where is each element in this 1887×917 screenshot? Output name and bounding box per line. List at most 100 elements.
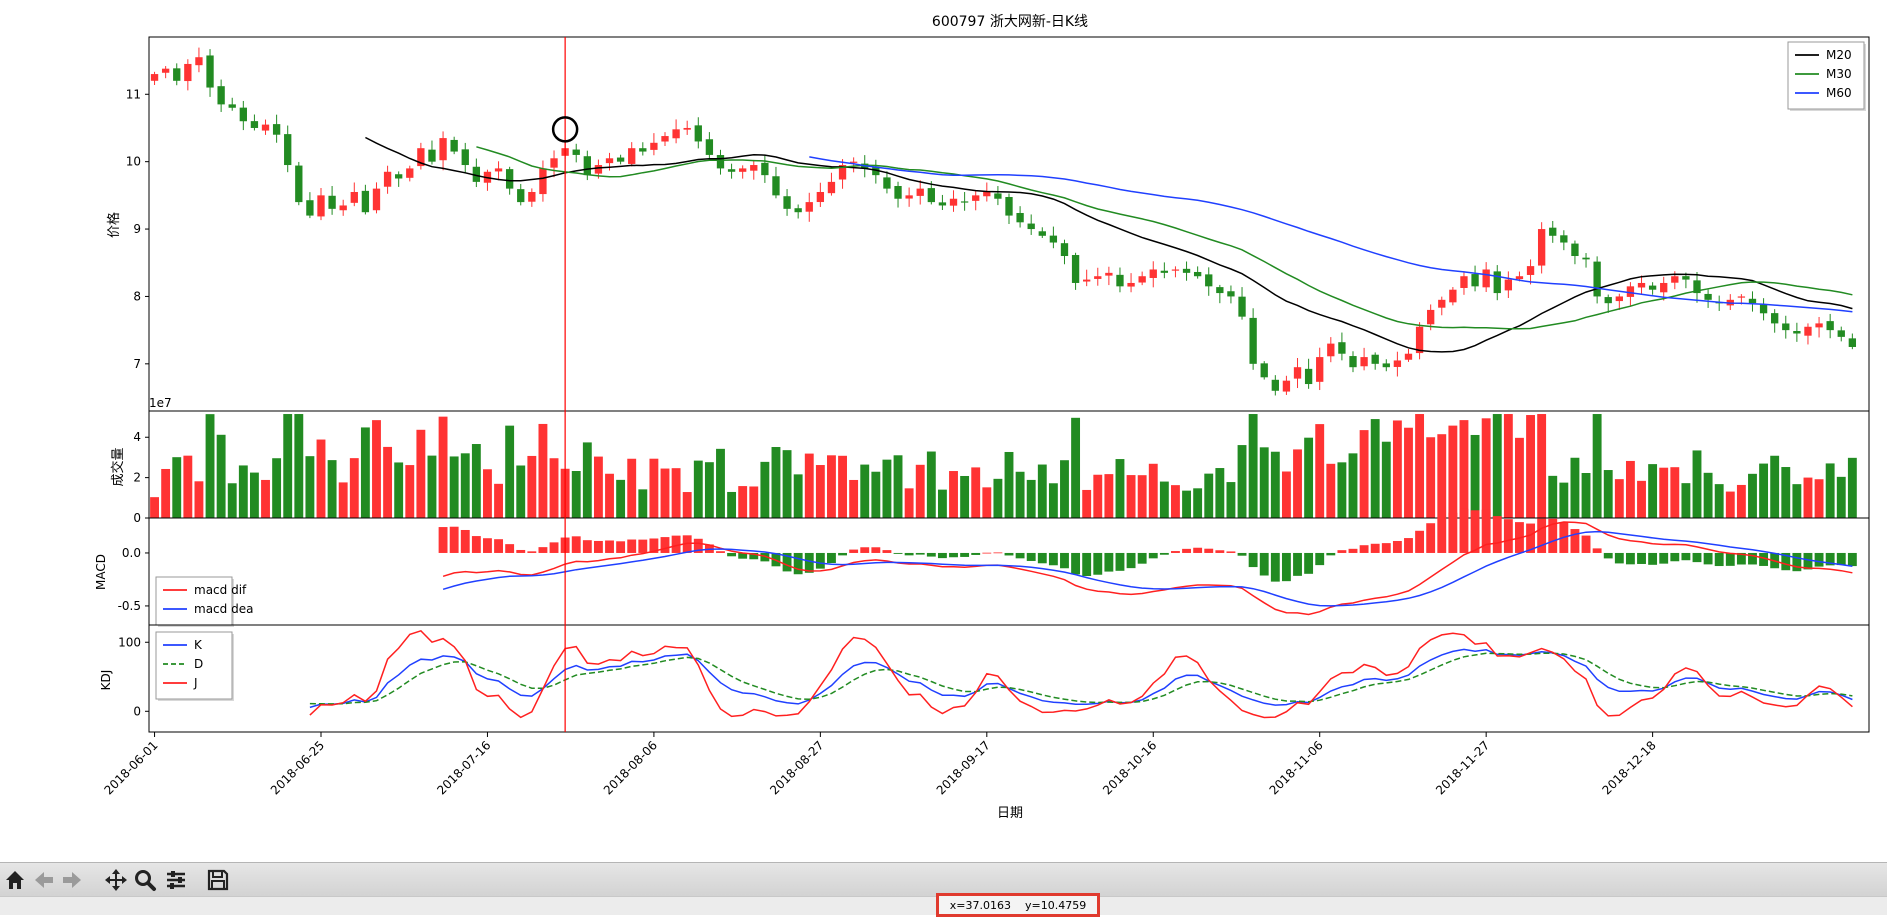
candle-body (406, 168, 414, 178)
date-tick-label: 2018-08-06 (601, 738, 660, 797)
volume-bar (1248, 414, 1258, 518)
volume-bar (1293, 449, 1302, 518)
volume-bar (1526, 415, 1535, 518)
macd-bar (1637, 552, 1646, 564)
price-ytick-label: 11 (126, 87, 141, 101)
candle-body (184, 63, 192, 82)
volume-bar (1281, 471, 1291, 518)
volume-bar (1836, 476, 1846, 518)
date-tick-label: 2018-10-16 (1100, 738, 1159, 797)
candle-body (1815, 323, 1823, 328)
volume-bar (1648, 464, 1658, 518)
date-tick-label: 2018-12-18 (1600, 738, 1659, 797)
forward-icon (63, 872, 81, 888)
volume-bar (1126, 475, 1136, 518)
candle-body (161, 68, 170, 73)
configure-button[interactable] (163, 867, 189, 893)
macd-bar (804, 552, 814, 573)
macd-bar (1725, 552, 1735, 566)
macd-bar (1104, 552, 1114, 572)
macd-bar (1548, 518, 1558, 553)
candle-body (727, 169, 736, 172)
volume-bar (1759, 463, 1769, 518)
volume-bar (438, 416, 448, 518)
candle-body (1071, 255, 1080, 283)
volume-bar (1304, 437, 1314, 518)
zoom-button[interactable] (132, 867, 158, 893)
price-ytick-label: 9 (133, 222, 141, 236)
price-panel[interactable]: 7 8 9 10 11 M20 M30 M60 (126, 36, 1870, 412)
candle-body (716, 155, 725, 169)
macd-frame (148, 517, 1870, 626)
volume-bar (915, 464, 925, 518)
candle-body (1138, 276, 1146, 283)
macd-dif-line (442, 521, 1853, 616)
volume-bar (372, 420, 381, 518)
candle-body (1149, 269, 1157, 278)
kdj-frame (148, 624, 1870, 733)
candle-body (1693, 280, 1701, 294)
macd-bar (1326, 552, 1336, 556)
macd-bar (1537, 518, 1547, 553)
volume-bar (1259, 447, 1269, 518)
kdj-panel[interactable]: 0 100 KDJ (118, 624, 1870, 733)
date-axis: 2018-06-01 2018-06-25 2018-07-16 2018-08-06… (101, 732, 1659, 797)
candle-body (783, 196, 791, 209)
save-button[interactable] (205, 867, 231, 893)
back-button[interactable] (31, 867, 57, 893)
macd-bar (871, 547, 881, 553)
volume-bar (882, 459, 892, 518)
volume-panel[interactable]: 0 2 4 (133, 410, 1870, 525)
candle-body (1216, 287, 1224, 294)
macd-bar (971, 552, 981, 555)
pan-button[interactable] (103, 867, 129, 893)
candle-body (772, 176, 780, 196)
candle-body (317, 195, 325, 217)
volume-bar (1581, 472, 1591, 518)
candle-body (1349, 356, 1357, 368)
macd-bar (960, 552, 970, 557)
macd-bar (1670, 552, 1680, 562)
macd-bar (1526, 523, 1535, 553)
candle-body (761, 162, 769, 176)
volume-bar (1326, 463, 1336, 518)
forward-button[interactable] (59, 867, 85, 893)
candle-body (150, 74, 159, 81)
candle-body (1094, 276, 1102, 279)
candle-body (1427, 309, 1435, 325)
candle-body (661, 136, 669, 142)
volume-bar (483, 469, 492, 518)
volume-bar (172, 457, 182, 518)
volume-bar (1182, 490, 1191, 518)
candle-body (1404, 353, 1413, 360)
candle-body (1227, 291, 1235, 297)
macd-bar (527, 551, 537, 553)
macd-ytick-label: 0.0 (122, 546, 141, 560)
candle-body (794, 208, 802, 213)
candle-body (1438, 299, 1446, 308)
volume-bar (1670, 467, 1680, 518)
volume-bar (1725, 491, 1735, 518)
volume-bar (982, 487, 992, 518)
macd-bar (1792, 552, 1802, 572)
kline-figure[interactable]: 600797 浙大网新-日K线 7 8 9 10 11 M20 M30 M60 0 2 4 -0.… (0, 0, 1887, 862)
candle-body (1171, 269, 1180, 271)
macd-bar (1736, 552, 1746, 565)
home-icon (6, 871, 24, 889)
candle-body (361, 190, 370, 213)
candle-body (1382, 363, 1390, 368)
volume-bar (338, 482, 348, 518)
volume-bar (1492, 414, 1502, 518)
macd-bar (1404, 538, 1413, 553)
macd-bar (727, 552, 737, 557)
macd-bar (1048, 552, 1058, 566)
macd-bar (605, 540, 614, 553)
home-button[interactable] (2, 867, 28, 893)
candle-body (1826, 321, 1834, 331)
volume-bar (1370, 419, 1380, 518)
volume-bar (1048, 483, 1058, 518)
macd-bar (1159, 552, 1169, 555)
macd-bar (1847, 552, 1857, 567)
macd-panel[interactable]: -0.5 0.0 macd dif macd dea (118, 508, 1870, 627)
candle-body (1193, 271, 1202, 277)
